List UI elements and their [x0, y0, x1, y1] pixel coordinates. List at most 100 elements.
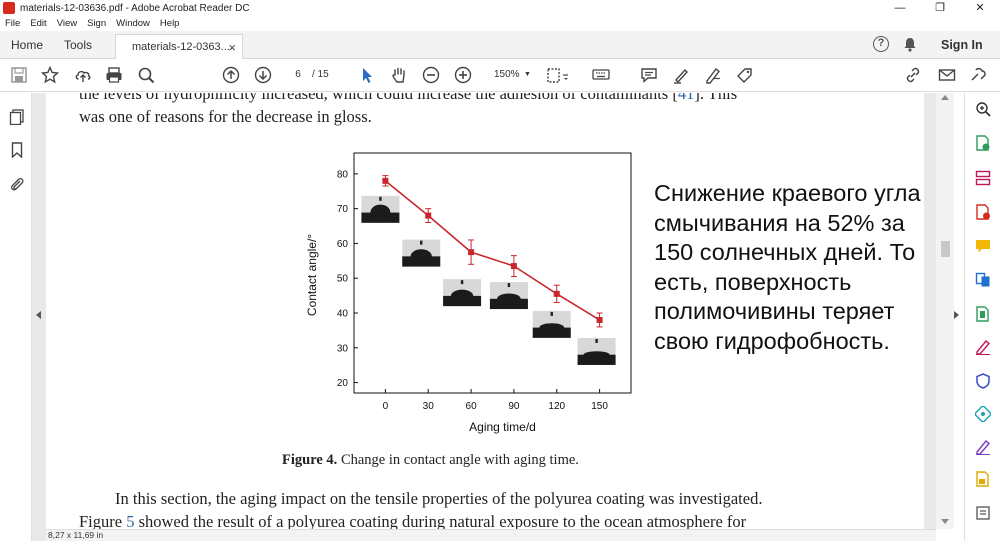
zoom-level-value: 150% [494, 69, 520, 80]
select-cursor-icon[interactable] [358, 66, 376, 84]
page-size-label: 8,27 x 11,69 in [48, 530, 104, 540]
prepare-form-icon[interactable] [975, 406, 991, 422]
zoom-level-select[interactable]: 150% ▼ [486, 66, 532, 84]
title-bar: materials-12-03636.pdf - Adobe Acrobat R… [0, 0, 1000, 16]
minimize-button[interactable]: — [894, 2, 906, 14]
menu-sign[interactable]: Sign [87, 18, 107, 29]
russian-annotation-text: Снижение краевого угла смычивания на 52%… [654, 180, 921, 354]
scroll-down-icon[interactable] [941, 519, 949, 524]
x-tick-label: 90 [508, 401, 520, 412]
create-pdf-icon[interactable] [975, 204, 991, 220]
right-gutter [924, 93, 936, 529]
collapse-left-panel-icon[interactable] [36, 311, 41, 319]
window-title: materials-12-03636.pdf - Adobe Acrobat R… [20, 2, 250, 14]
document-view[interactable]: the levels of hydrophilicity increased, … [46, 93, 936, 529]
zoom-out-icon[interactable] [422, 66, 440, 84]
share-link-icon[interactable] [904, 66, 922, 84]
data-point [553, 290, 560, 297]
close-tab-icon[interactable]: × [228, 40, 236, 55]
menu-file[interactable]: File [5, 18, 21, 29]
next-page-icon[interactable] [254, 66, 272, 84]
data-point [468, 249, 475, 256]
left-navigation-panel [0, 93, 32, 541]
horizontal-scrollbar[interactable] [131, 532, 936, 539]
chevron-down-icon: ▼ [524, 71, 531, 78]
export-pdf-icon[interactable] [975, 135, 991, 151]
hand-tool-icon[interactable] [390, 66, 408, 84]
find-icon[interactable] [137, 66, 155, 84]
menu-window[interactable]: Window [116, 18, 150, 29]
combine-files-icon[interactable] [975, 272, 991, 288]
paragraph-2-line-1: In this section, the aging impact on the… [115, 489, 763, 508]
scroll-up-icon[interactable] [941, 95, 949, 100]
y-tick-label: 30 [337, 343, 349, 354]
bookmarks-icon[interactable] [9, 142, 25, 158]
droplet-30d-photo [402, 239, 441, 267]
menu-view[interactable]: View [56, 18, 78, 29]
tab-document[interactable]: materials-12-0363... × [115, 34, 243, 60]
save-icon[interactable] [10, 66, 28, 84]
menu-help[interactable]: Help [159, 18, 180, 29]
figure-5-link[interactable]: 5 [126, 512, 135, 529]
series-line [384, 180, 601, 321]
print-icon[interactable] [105, 66, 123, 84]
more-tools-icon[interactable] [970, 66, 988, 84]
tab-bar: Home Tools materials-12-0363... × [0, 31, 1000, 60]
x-tick-label: 30 [423, 401, 435, 412]
y-tick-label: 60 [337, 239, 349, 250]
page-number-input[interactable]: 6 [295, 69, 301, 80]
draw-icon[interactable] [704, 66, 722, 84]
tab-document-label: materials-12-0363... [132, 41, 230, 53]
protect-shield-icon[interactable] [975, 373, 991, 389]
previous-page-icon[interactable] [222, 66, 240, 84]
email-icon[interactable] [938, 66, 956, 84]
more-tools-panel-icon[interactable] [975, 505, 991, 521]
y-tick-label: 20 [337, 378, 349, 389]
fill-sign-tool-icon[interactable] [975, 339, 991, 355]
keyboard-icon[interactable] [592, 66, 610, 84]
paragraph-1-line-1: the levels of hydrophilicity increased, … [79, 93, 737, 104]
help-icon[interactable]: ? [873, 36, 889, 52]
fit-page-icon[interactable] [546, 66, 570, 84]
tab-home[interactable]: Home [11, 38, 44, 52]
attachments-icon[interactable] [9, 176, 25, 192]
close-window-button[interactable]: ✕ [975, 2, 985, 14]
page-thumbnails-icon[interactable] [9, 109, 25, 125]
status-bar: 8,27 x 11,69 in [46, 529, 936, 541]
citation-41-link[interactable]: 41 [677, 93, 695, 103]
data-point [382, 177, 389, 184]
zoom-tool-icon[interactable] [975, 101, 991, 117]
comment-icon[interactable] [640, 66, 658, 84]
organize-pages-icon[interactable] [975, 170, 991, 186]
right-tools-panel [964, 93, 1000, 541]
compress-pdf-icon[interactable] [975, 306, 991, 322]
send-for-review-icon[interactable] [975, 471, 991, 487]
vertical-scrollbar[interactable] [936, 93, 954, 529]
contact-angle-chart: 20 30 40 50 60 70 80 0 30 60 90 120 150 Aging time/d C… [305, 152, 632, 434]
droplet-60d-photo [443, 279, 482, 307]
scrollbar-thumb[interactable] [941, 241, 950, 257]
highlight-pen-icon[interactable] [672, 66, 690, 84]
fill-sign-icon[interactable] [736, 66, 754, 84]
y-tick-label: 50 [337, 274, 349, 285]
toolbar: 6 / 15 150% ▼ [0, 59, 1000, 92]
acrobat-app-icon [3, 2, 15, 14]
bookmark-star-icon[interactable] [41, 66, 59, 84]
zoom-in-icon[interactable] [454, 66, 472, 84]
collapse-right-panel-icon[interactable] [954, 311, 959, 319]
sign-in-button[interactable]: Sign In [941, 38, 983, 52]
restore-button[interactable]: ❐ [935, 2, 945, 14]
droplet-120d-photo [532, 310, 571, 338]
data-point [425, 212, 432, 219]
figure-caption: Figure 4. Change in contact angle with a… [282, 452, 579, 468]
sign-pen-icon[interactable] [975, 439, 991, 455]
paragraph-2-line-2: Figure 5 showed the result of a polyurea… [79, 512, 747, 529]
x-tick-label: 150 [591, 401, 608, 412]
tab-tools[interactable]: Tools [64, 38, 93, 52]
upload-cloud-icon[interactable] [74, 66, 92, 84]
menu-edit[interactable]: Edit [30, 18, 47, 29]
paragraph-1-line-2: was one of reasons for the decrease in g… [79, 107, 372, 126]
comment-tool-icon[interactable] [975, 238, 991, 254]
y-tick-label: 70 [337, 204, 349, 215]
notification-bell-icon[interactable] [903, 37, 917, 52]
